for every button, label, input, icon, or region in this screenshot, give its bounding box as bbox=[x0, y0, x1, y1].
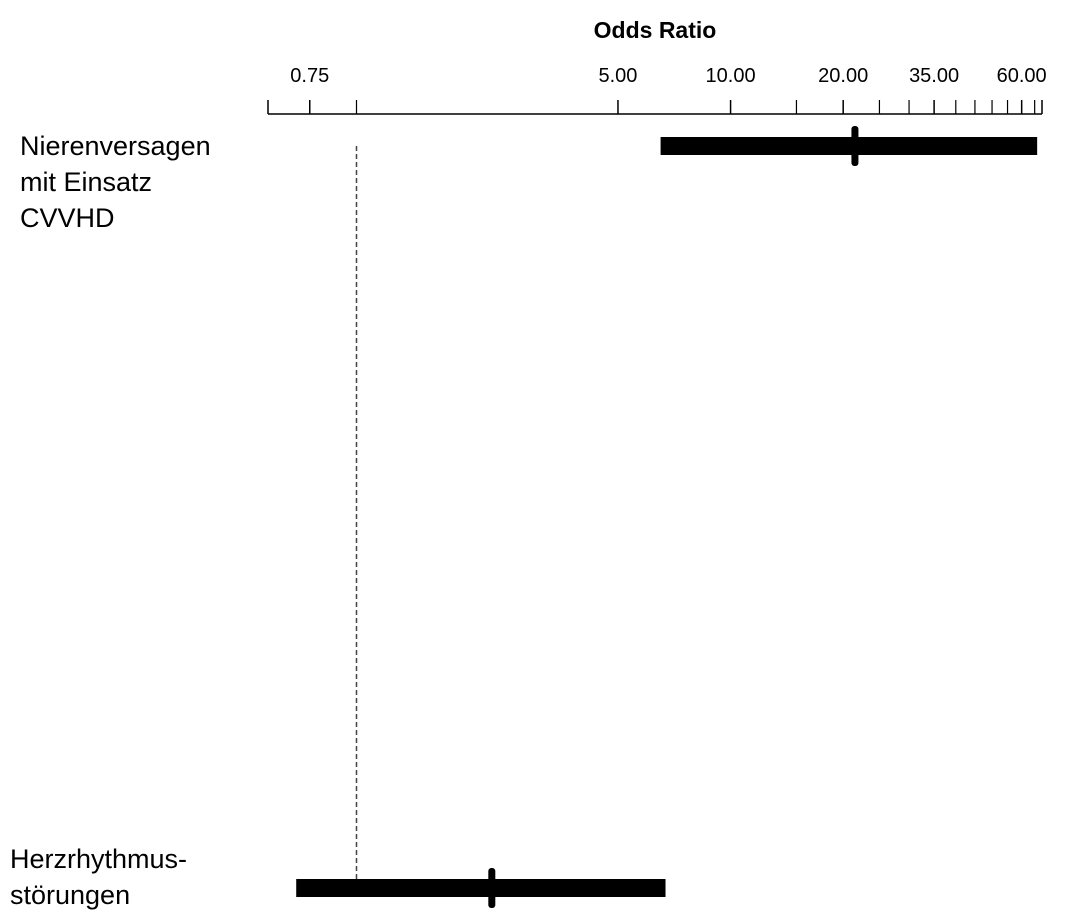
tick-label: 0.75 bbox=[290, 65, 329, 87]
row-label-line: CVVHD bbox=[20, 203, 115, 233]
row-label-line: Herzrhythmus- bbox=[10, 844, 188, 874]
or-marker bbox=[488, 868, 496, 908]
tick-label: 10.00 bbox=[706, 65, 756, 87]
row-label: Herzrhythmus-störungen bbox=[10, 841, 187, 913]
row-label-line: mit Einsatz bbox=[20, 167, 153, 197]
row-label-line: Nierenversagen bbox=[20, 131, 211, 161]
tick-label: 60.00 bbox=[997, 65, 1047, 87]
rows-group bbox=[296, 126, 1038, 908]
ci-bar bbox=[660, 137, 1038, 155]
row-label-line: störungen bbox=[10, 880, 131, 910]
tick-label: 5.00 bbox=[598, 65, 637, 87]
tick-label: 20.00 bbox=[818, 65, 868, 87]
row-label: Nierenversagen mit Einsatz CVVHD bbox=[20, 128, 211, 236]
chart-title: Odds Ratio bbox=[594, 17, 717, 43]
ci-bar bbox=[296, 879, 666, 897]
x-axis: 0.75 5.00 10.00 20.00 35.00 60.00 bbox=[267, 65, 1047, 115]
or-marker bbox=[851, 126, 859, 166]
tick-label: 35.00 bbox=[909, 65, 959, 87]
